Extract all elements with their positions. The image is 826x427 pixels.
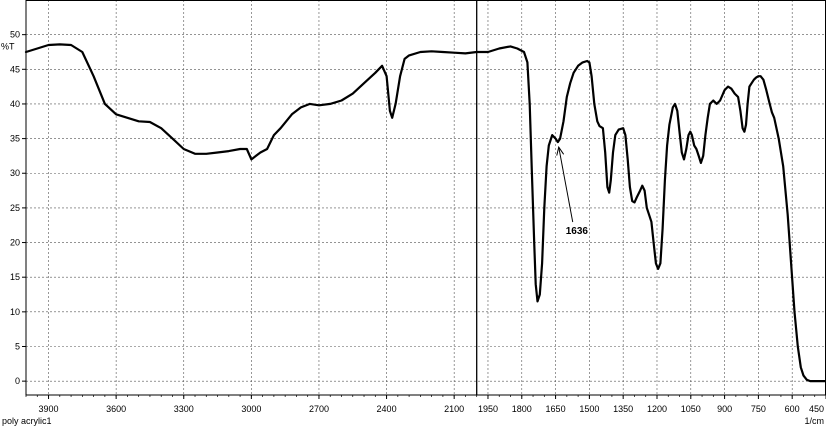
x-tick-label: 1050 bbox=[681, 404, 701, 414]
x-tick-label: 450 bbox=[809, 404, 824, 414]
x-tick-label: 1800 bbox=[512, 404, 532, 414]
y-tick-label: 35 bbox=[10, 134, 20, 144]
series-line bbox=[24, 43, 826, 383]
y-tick-label: 50 bbox=[10, 30, 20, 40]
x-tick-label: 3000 bbox=[241, 404, 261, 414]
y-tick-label: 30 bbox=[10, 168, 20, 178]
x-tick-label: 600 bbox=[785, 404, 800, 414]
x-tick-label: 3300 bbox=[174, 404, 194, 414]
x-tick-label: 1650 bbox=[546, 404, 566, 414]
annotation-arrow-head bbox=[556, 145, 565, 156]
annotation-label: 1636 bbox=[566, 226, 589, 237]
y-tick-label: 25 bbox=[10, 203, 20, 213]
x-tick-label: 1500 bbox=[579, 404, 599, 414]
y-tick-label: 0 bbox=[15, 376, 20, 386]
x-axis-unit-label: 1/cm bbox=[804, 416, 824, 426]
peak-annotation: 1636 bbox=[556, 145, 589, 237]
annotation-arrow-line bbox=[558, 146, 574, 223]
x-tick-label: 2400 bbox=[377, 404, 397, 414]
x-tick-label: 2700 bbox=[309, 404, 329, 414]
y-tick-label: 20 bbox=[10, 238, 20, 248]
axis-ticks: 0 5 10 15 20 25 30 35 40 45 50 3900 3600 3300 3000 2700… bbox=[10, 30, 826, 414]
y-tick-label: 40 bbox=[10, 99, 20, 109]
x-tick-label: 1350 bbox=[613, 404, 633, 414]
x-tick-label: 1200 bbox=[647, 404, 667, 414]
x-tick-label: 2100 bbox=[444, 404, 464, 414]
y-axis-label: %T bbox=[1, 42, 15, 52]
x-tick-label: 3600 bbox=[106, 404, 126, 414]
sample-name-label: poly acrylic1 bbox=[2, 416, 52, 426]
x-tick-label: 1950 bbox=[478, 404, 498, 414]
y-tick-label: 5 bbox=[15, 341, 20, 351]
y-tick-label: 10 bbox=[10, 307, 20, 317]
y-tick-label: 45 bbox=[10, 64, 20, 74]
x-tick-label: 900 bbox=[717, 404, 732, 414]
x-tick-label: 3900 bbox=[39, 404, 59, 414]
y-tick-label: 15 bbox=[10, 272, 20, 282]
x-tick-label: 750 bbox=[751, 404, 766, 414]
